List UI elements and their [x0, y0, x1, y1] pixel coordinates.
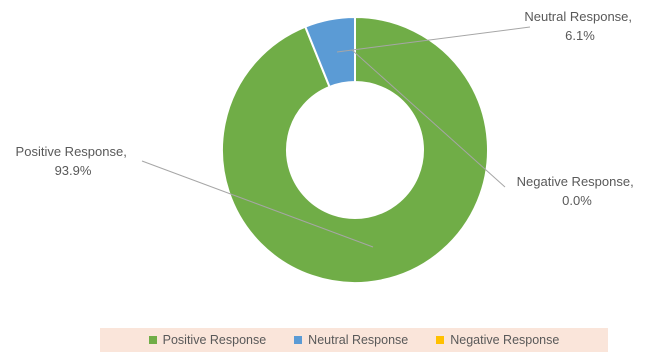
data-label-negative-value: 0.0%	[562, 193, 592, 208]
data-label-neutral: Neutral Response, 6.1%	[524, 9, 635, 43]
data-label-neutral-name: Neutral Response,	[524, 9, 632, 24]
data-label-neutral-value: 6.1%	[565, 28, 595, 43]
leader-lines	[141, 26, 531, 248]
slice-positive	[221, 15, 489, 284]
data-label-negative: Negative Response, 0.0%	[517, 174, 638, 208]
leader-line-neutral	[336, 26, 531, 53]
data-label-positive: Positive Response, 93.9%	[16, 144, 131, 178]
legend-swatch-neutral	[294, 336, 303, 344]
leader-line-negative	[351, 49, 506, 188]
legend-item-positive: Positive Response	[148, 333, 267, 347]
legend-label-positive: Positive Response	[162, 333, 267, 347]
legend-swatch-negative	[436, 336, 445, 344]
chart-legend: Positive Response Neutral Response Negat…	[100, 328, 608, 352]
legend-item-neutral: Neutral Response	[294, 333, 408, 347]
data-label-negative-name: Negative Response,	[517, 174, 634, 189]
data-label-positive-name: Positive Response,	[16, 144, 127, 159]
legend-swatch-positive	[148, 336, 157, 344]
slice-neutral	[303, 15, 356, 89]
legend-label-negative: Negative Response	[450, 333, 560, 347]
data-label-positive-value: 93.9%	[55, 163, 92, 178]
leader-line-positive	[141, 160, 374, 248]
donut-slices	[221, 15, 489, 284]
legend-item-negative: Negative Response	[436, 333, 559, 347]
legend-label-neutral: Neutral Response	[308, 333, 409, 347]
